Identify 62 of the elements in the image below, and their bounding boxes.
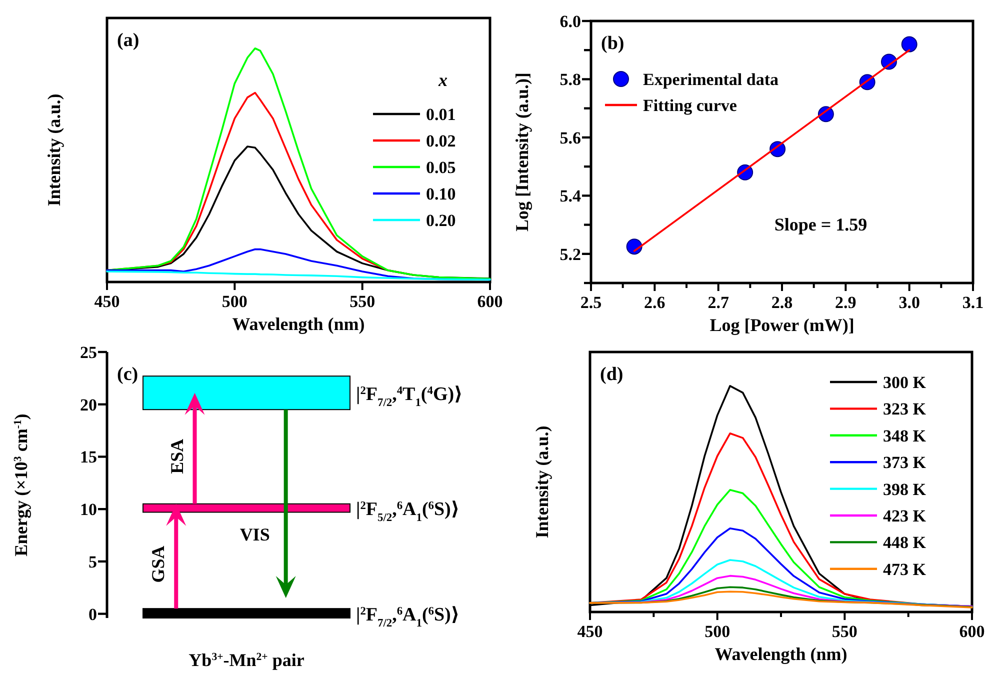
text: (c) [117,364,138,385]
legend-label: 300 K [883,373,927,392]
text: (b) [601,33,624,54]
x-tick-label: 600 [477,292,503,311]
x-tick-label: 3.1 [962,293,984,312]
x-tick-label: 3.0 [898,293,920,312]
x-tick-label: 450 [94,292,120,311]
legend-label: Fitting curve [643,96,738,115]
y-tick-label: 5.8 [560,70,581,90]
legend-label: 0.05 [426,158,456,177]
x-tick-label: 2.9 [835,293,856,312]
bar [142,608,350,618]
x-tick-label: 2.5 [580,293,602,312]
x-tick-label: 2.8 [771,293,793,312]
legend-label: 473 K [883,560,927,579]
legend-title: x [438,70,448,90]
x-tick-label: 500 [222,292,248,311]
x-axis-title: Wavelength (nm) [714,644,848,664]
legend-label: 398 K [883,480,927,499]
y-tick-label: 20 [80,395,97,414]
legend-label: 348 K [883,426,927,446]
legend-label: 423 K [883,506,927,526]
legend-label: 0.20 [426,211,456,230]
x-axis-title: Yb$^{3+}$-Mn$^{2+}$ pair [188,650,304,670]
x-tick-label: 500 [704,622,730,641]
y-tick-label: 5.2 [560,244,581,264]
legend-label: 0.02 [426,132,456,150]
text: |$^{2}$F$_{5/2}$,$^{6}$A$_{1}$($^{6}$S)⟩ [356,499,460,524]
y-axis-title: Intensity (a.u.) [44,94,64,206]
chart-title: (a) [117,30,140,51]
annotation: VIS [240,524,270,545]
x-tick-label: 550 [350,292,376,311]
y-tick-label: 5.6 [560,128,581,148]
x-tick-label: 450 [577,622,603,641]
y-axis-title: Intensity (a.u.) [532,426,552,538]
x-tick-label: 600 [959,622,985,641]
annotation: ESA [166,438,187,474]
y-tick-label: 25 [80,343,97,362]
y-axis-title: Log [Intensity (a.u.)] [512,72,532,232]
y-tick-label: 5 [88,552,97,572]
x-axis-title: Wavelength (nm) [232,314,365,334]
x-tick-label: 2.7 [708,293,730,312]
chart-title: (d) [600,364,624,385]
y-tick-label: 5.4 [560,186,582,206]
x-tick-label: 550 [832,622,858,641]
legend-label: Experimental data [643,70,780,89]
text: |$^{2}$F$_{7/2}$,$^{6}$A$_{1}$($^{6}$S)⟩ [356,604,460,630]
legend-label: 373 K [883,453,927,472]
x-axis-title: Log [Power (mW)] [710,315,854,335]
legend-label: 448 K [883,533,927,552]
annotation: GSA [148,546,168,583]
legend-label: 0.01 [426,105,456,124]
y-tick-label: 0 [88,604,97,624]
legend-label: 323 K [883,400,927,419]
y-tick-label: 6.0 [560,12,581,31]
y-tick-label: 15 [80,448,97,467]
x-tick-label: 2.6 [644,293,666,312]
point [901,36,918,52]
y-tick-label: 10 [80,500,97,520]
legend-label: 0.10 [426,184,456,204]
annotation: Slope = 1.59 [774,214,868,235]
text: |$^{2}$F$_{7/2}$,$^{4}$T$_{1}$($^{4}$G)⟩ [356,384,463,409]
